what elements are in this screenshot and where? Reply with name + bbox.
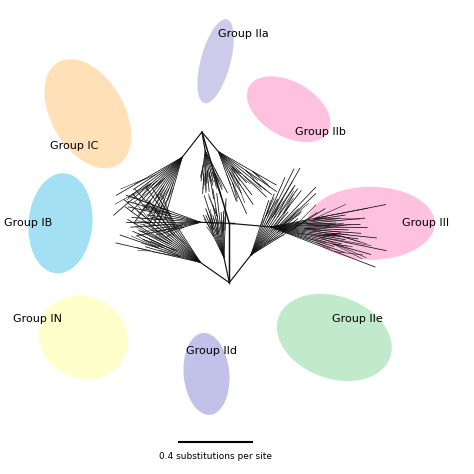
Ellipse shape	[45, 59, 131, 168]
Ellipse shape	[247, 76, 330, 142]
Text: Group IN: Group IN	[13, 314, 62, 324]
Ellipse shape	[197, 19, 234, 103]
Text: Group IIb: Group IIb	[295, 127, 346, 137]
Text: Group IId: Group IId	[185, 346, 237, 356]
Ellipse shape	[183, 333, 229, 415]
Text: Group IC: Group IC	[50, 141, 98, 151]
Text: Group IB: Group IB	[4, 219, 53, 228]
Ellipse shape	[28, 173, 92, 273]
Ellipse shape	[277, 294, 392, 381]
Text: Group III: Group III	[402, 219, 449, 228]
Ellipse shape	[307, 187, 435, 260]
Ellipse shape	[38, 295, 128, 379]
Text: Group IIe: Group IIe	[332, 314, 383, 324]
Text: Group IIa: Group IIa	[218, 29, 268, 39]
Text: 0.4 substitutions per site: 0.4 substitutions per site	[159, 452, 272, 461]
